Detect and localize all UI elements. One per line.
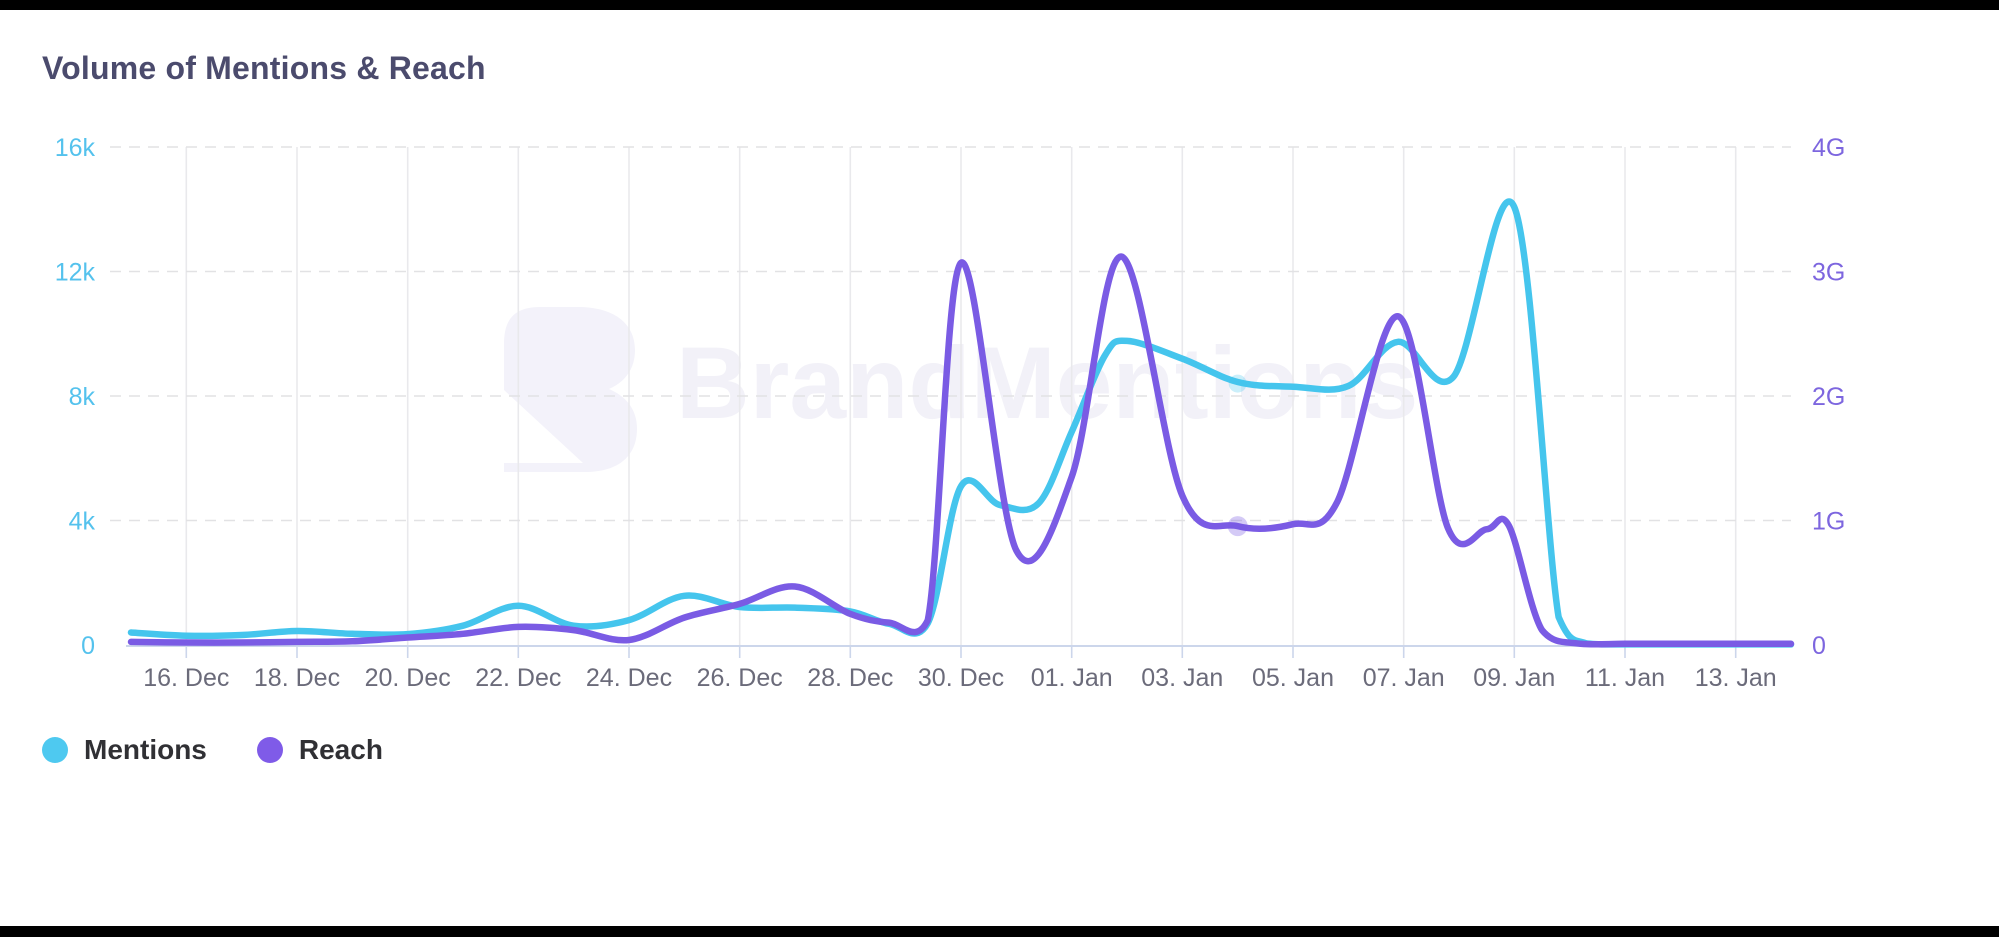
- x-axis-label: 18. Dec: [254, 664, 340, 692]
- legend-label-mentions: Mentions: [84, 734, 207, 765]
- letterbox-bar-top: [0, 0, 1999, 10]
- series-line-mentions: [127, 198, 1795, 648]
- watermark-text: BrandMentions: [676, 326, 1418, 440]
- series-line-reach: [127, 253, 1795, 648]
- left-y-axis-label: 8k: [69, 383, 96, 411]
- data-series: [127, 198, 1795, 648]
- right-y-axis-label: 2G: [1812, 383, 1845, 411]
- left-y-axis-label: 4k: [69, 508, 96, 536]
- left-y-axis-label: 12k: [55, 259, 96, 287]
- x-axis-label: 30. Dec: [918, 664, 1004, 692]
- x-axis-label: 28. Dec: [807, 664, 893, 692]
- axes: [126, 645, 1792, 658]
- x-axis-label: 24. Dec: [586, 664, 672, 692]
- mentions-legend-marker-icon: [42, 737, 68, 763]
- chart-legend: Mentions Reach: [42, 734, 433, 766]
- x-axis-label: 03. Jan: [1141, 664, 1223, 692]
- x-axis-label: 07. Jan: [1363, 664, 1445, 692]
- x-axis-label: 13. Jan: [1695, 664, 1777, 692]
- x-axis-label: 16. Dec: [143, 664, 229, 692]
- x-axis-label: 11. Jan: [1585, 664, 1665, 692]
- letterbox-bar-bottom: [0, 926, 1999, 937]
- axis-labels: 16. Dec 18. Dec 20. Dec 22. Dec 24. Dec 26. D…: [55, 134, 1846, 692]
- legend-item-mentions[interactable]: Mentions: [42, 734, 207, 766]
- right-y-axis-label: 0: [1812, 632, 1826, 660]
- chart-title: Volume of Mentions & Reach: [42, 50, 486, 86]
- x-axis-label: 05. Jan: [1252, 664, 1334, 692]
- hover-marker-mentions: [1228, 374, 1247, 393]
- brandmentions-logo-notch: [504, 390, 583, 463]
- x-axis-label: 09. Jan: [1473, 664, 1555, 692]
- legend-item-reach[interactable]: Reach: [256, 734, 383, 766]
- hover-marker-reach: [1227, 516, 1248, 537]
- x-axis-label: 20. Dec: [365, 664, 451, 692]
- legend-label-reach: Reach: [298, 734, 383, 765]
- right-y-axis-label: 1G: [1812, 508, 1845, 536]
- x-axis-label: 22. Dec: [475, 664, 561, 692]
- reach-legend-marker-icon: [256, 737, 283, 763]
- x-axis-label: 01. Jan: [1031, 664, 1113, 692]
- left-y-axis-label: 16k: [55, 134, 96, 162]
- x-axis-label: 26. Dec: [697, 664, 783, 692]
- watermark: BrandMentions: [504, 307, 1418, 472]
- right-y-axis-label: 4G: [1812, 134, 1845, 162]
- left-y-axis-label: 0: [81, 632, 95, 660]
- right-y-axis-label: 3G: [1812, 259, 1845, 287]
